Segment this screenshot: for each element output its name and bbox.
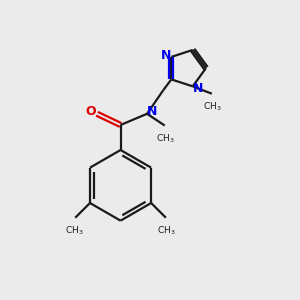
Text: CH$_3$: CH$_3$ xyxy=(203,100,222,113)
Text: CH$_3$: CH$_3$ xyxy=(158,224,176,237)
Text: N: N xyxy=(161,49,171,62)
Text: N: N xyxy=(193,82,203,94)
Text: O: O xyxy=(85,105,96,118)
Text: CH$_3$: CH$_3$ xyxy=(65,224,84,237)
Text: N: N xyxy=(147,105,157,118)
Text: CH$_3$: CH$_3$ xyxy=(156,132,175,145)
